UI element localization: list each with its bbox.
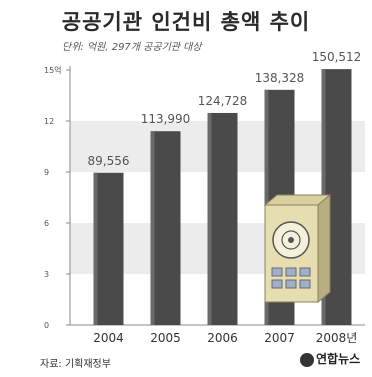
- value-label: 124,728: [198, 94, 248, 108]
- unit-note: 단위: 억원, 297개 공공기관 대상: [62, 42, 202, 53]
- x-tick-label: 2008년: [316, 331, 358, 345]
- value-label: 89,556: [88, 154, 130, 168]
- y-tick-label: 6: [44, 219, 49, 228]
- x-tick-label: 2006: [207, 331, 238, 345]
- publisher-name: 연합뉴스: [316, 352, 361, 366]
- publisher-mark-icon: [300, 352, 314, 367]
- y-tick-label: 0: [44, 321, 49, 330]
- bar-highlight: [93, 172, 98, 325]
- x-tick-label: 2007: [264, 331, 295, 345]
- bar: [150, 131, 181, 325]
- y-tick-label: 12: [44, 117, 54, 126]
- value-labels: 89,556 113,990 124,728 138,328 150,512: [88, 50, 362, 168]
- value-label: 150,512: [312, 50, 362, 64]
- y-tick-label: 9: [44, 168, 49, 177]
- y-tick-label: 15억: [44, 65, 62, 75]
- publisher-logo: 연합뉴스: [300, 350, 360, 367]
- value-label: 138,328: [255, 71, 305, 85]
- safe-illustration: [263, 193, 332, 304]
- value-label: 113,990: [141, 112, 191, 126]
- x-tick-label: 2005: [150, 331, 181, 345]
- bar: [93, 172, 124, 325]
- bar: [207, 112, 238, 325]
- bar-highlight: [207, 112, 212, 325]
- x-tick-labels: 2004 2005 2006 2007 2008년: [93, 331, 357, 345]
- chart-title: 공공기관 인건비 총액 추이: [61, 10, 311, 34]
- source-note: 자료: 기획재정부: [40, 359, 111, 370]
- y-tick-label: 3: [44, 270, 49, 279]
- bar-highlight: [150, 131, 155, 325]
- x-tick-label: 2004: [93, 331, 124, 345]
